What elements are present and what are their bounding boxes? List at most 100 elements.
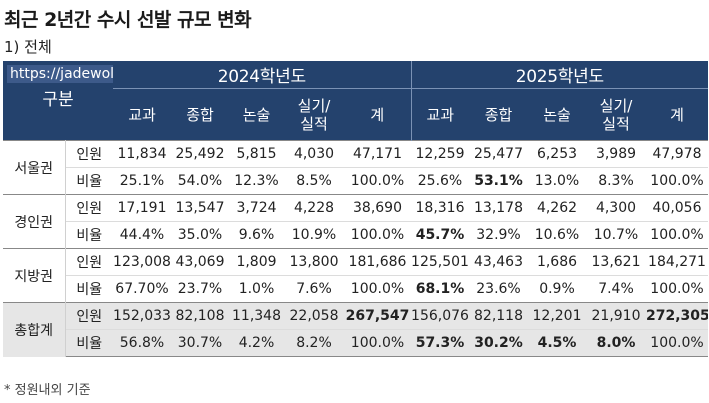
table-cell: 11,834 [113,140,171,168]
table-cell: 30.2% [469,329,528,357]
table-cell: 25,492 [171,140,229,168]
table-cell: 25.6% [411,167,469,195]
column-header: 종합 [171,88,229,141]
table-cell: 21,910 [586,302,646,330]
table-cell: 184,271 [646,248,708,276]
metric-label: 비율 [65,167,113,195]
table-cell: 13.0% [528,167,586,195]
table-cell: 7.4% [586,275,646,303]
table-cell: 4.5% [528,329,586,357]
table-cell: 12,201 [528,302,586,330]
metric-label: 비율 [65,275,113,303]
table-cell: 23.7% [171,275,229,303]
table-cell: 181,686 [344,248,411,276]
header-gubun: https://jadewolves.tistory.com 구분 [3,61,113,141]
table-cell: 152,033 [113,302,171,330]
table-cell: 1,809 [229,248,284,276]
table-cell: 4,262 [528,194,586,222]
table-cell: 100.0% [646,221,708,249]
table-cell: 100.0% [646,167,708,195]
table-body: 서울권 인원 11,834 25,492 5,815 4,030 47,171 12,259 2… [3,140,708,357]
footnote: * 정원내외 기준 [4,383,91,398]
column-header: 실기/실적 [284,88,344,141]
metric-label: 인원 [65,248,113,276]
table-cell: 12.3% [229,167,284,195]
table-cell: 54.0% [171,167,229,195]
table-cell: 272,305 [646,302,708,330]
table-cell: 156,076 [411,302,469,330]
column-header: 논술 [229,88,284,141]
table-cell: 25,477 [469,140,528,168]
region-label: 서울권 [3,140,66,195]
table-cell: 18,316 [411,194,469,222]
table-cell: 267,547 [344,302,411,330]
table-cell: 38,690 [344,194,411,222]
column-header: 종합 [469,88,528,141]
table-row: 경인권 인원 17,191 13,547 3,724 4,228 38,690 18,316 1… [3,194,708,249]
table-cell: 47,171 [344,140,411,168]
table-cell: 100.0% [344,329,411,357]
section-subtitle: 1) 전체 [4,38,52,56]
table-cell: 7.6% [284,275,344,303]
table-cell: 4,228 [284,194,344,222]
table-cell: 47,978 [646,140,708,168]
table-cell: 10.6% [528,221,586,249]
table-row: 총합계 인원 152,033 82,108 11,348 22,058 267,547 156… [3,302,708,357]
table-cell: 1,686 [528,248,586,276]
table-cell: 45.7% [411,221,469,249]
watermark-url: https://jadewolves.tistory.com [7,65,113,83]
column-header: 교과 [410,88,469,141]
table-cell: 43,463 [469,248,528,276]
table-cell: 3,724 [229,194,284,222]
table-cell: 8.5% [284,167,344,195]
table-cell: 123,008 [113,248,171,276]
table-cell: 10.7% [586,221,646,249]
table-row: 지방권 인원 123,008 43,069 1,809 13,800 181,686 125,… [3,248,708,303]
table-cell: 25.1% [113,167,171,195]
table-cell: 8.0% [586,329,646,357]
header-year-2025: 2025학년도 [410,61,708,89]
header-year-2024: 2024학년도 [113,61,411,89]
column-header: 계 [646,88,708,141]
table-cell: 100.0% [344,167,411,195]
table-cell: 30.7% [171,329,229,357]
table-cell: 44.4% [113,221,171,249]
table-cell: 68.1% [411,275,469,303]
table-cell: 23.6% [469,275,528,303]
table-cell: 53.1% [469,167,528,195]
region-label: 지방권 [3,248,66,303]
table-cell: 35.0% [171,221,229,249]
table-cell: 4,030 [284,140,344,168]
table-cell: 32.9% [469,221,528,249]
table-cell: 4,300 [586,194,646,222]
column-header: 교과 [113,88,171,141]
table-cell: 100.0% [344,221,411,249]
header-gubun-label: 구분 [42,90,74,110]
table-cell: 8.3% [586,167,646,195]
table-cell: 1.0% [229,275,284,303]
table-cell: 125,501 [411,248,469,276]
table-cell: 82,118 [469,302,528,330]
table-cell: 0.9% [528,275,586,303]
table-cell: 6,253 [528,140,586,168]
column-header: 실기/실적 [586,88,646,141]
table-cell: 13,621 [586,248,646,276]
table-cell: 4.2% [229,329,284,357]
table-cell: 57.3% [411,329,469,357]
table-cell: 100.0% [344,275,411,303]
table-cell: 56.8% [113,329,171,357]
table-row: 서울권 인원 11,834 25,492 5,815 4,030 47,171 12,259 2… [3,140,708,195]
table-cell: 22,058 [284,302,344,330]
region-label: 총합계 [3,302,66,357]
metric-label: 인원 [65,140,113,168]
table-cell: 13,800 [284,248,344,276]
table-cell: 43,069 [171,248,229,276]
table-row: 비율 67.70% 23.7% 1.0% 7.6% 100.0% 68.1% 23.6% 0.9… [3,275,708,303]
table-cell: 10.9% [284,221,344,249]
table-cell: 67.70% [113,275,171,303]
table-cell: 5,815 [229,140,284,168]
table-cell: 13,547 [171,194,229,222]
region-label: 경인권 [3,194,66,249]
table-cell: 8.2% [284,329,344,357]
table-cell: 40,056 [646,194,708,222]
